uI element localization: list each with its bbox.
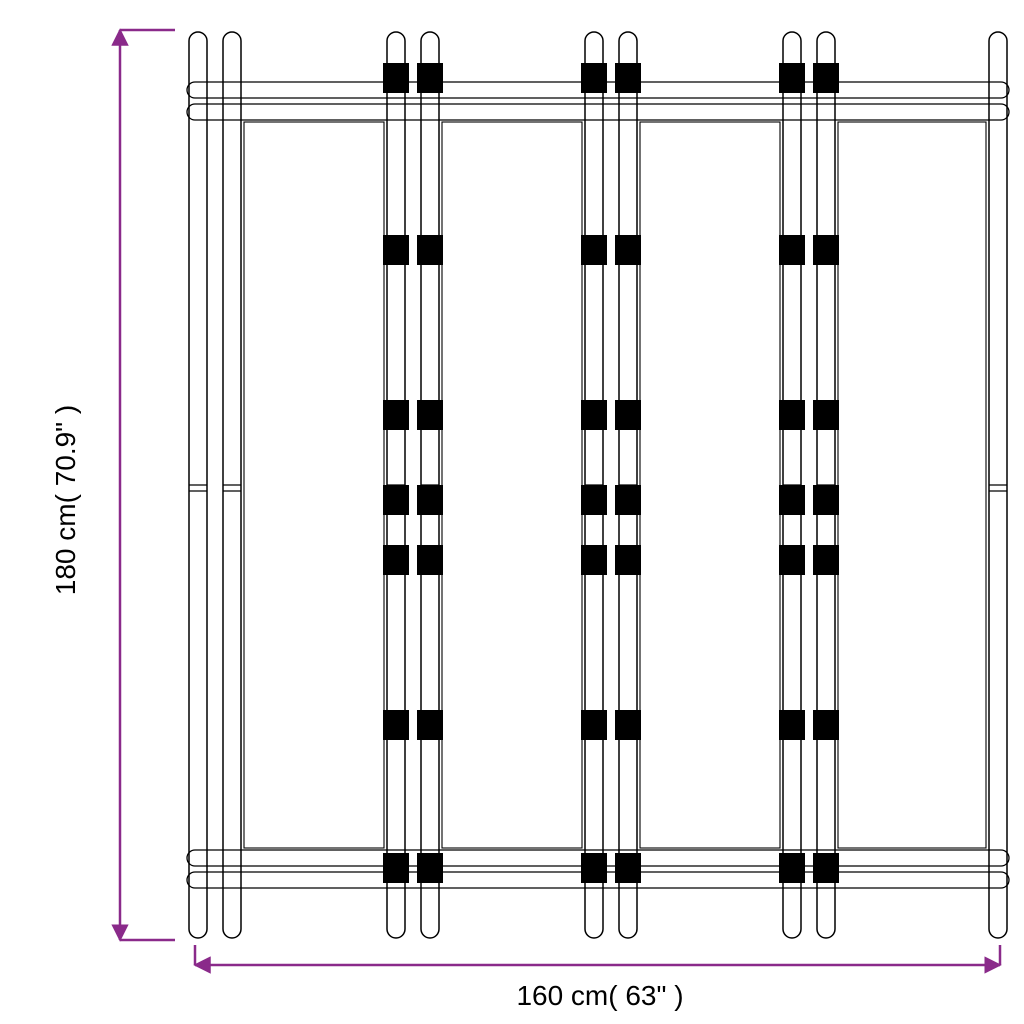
height-label: 180 cm( 70.9" ) <box>50 405 81 595</box>
dimension-lines <box>120 30 1000 965</box>
product-drawing <box>187 32 1009 938</box>
width-label: 160 cm( 63" ) <box>516 980 683 1011</box>
